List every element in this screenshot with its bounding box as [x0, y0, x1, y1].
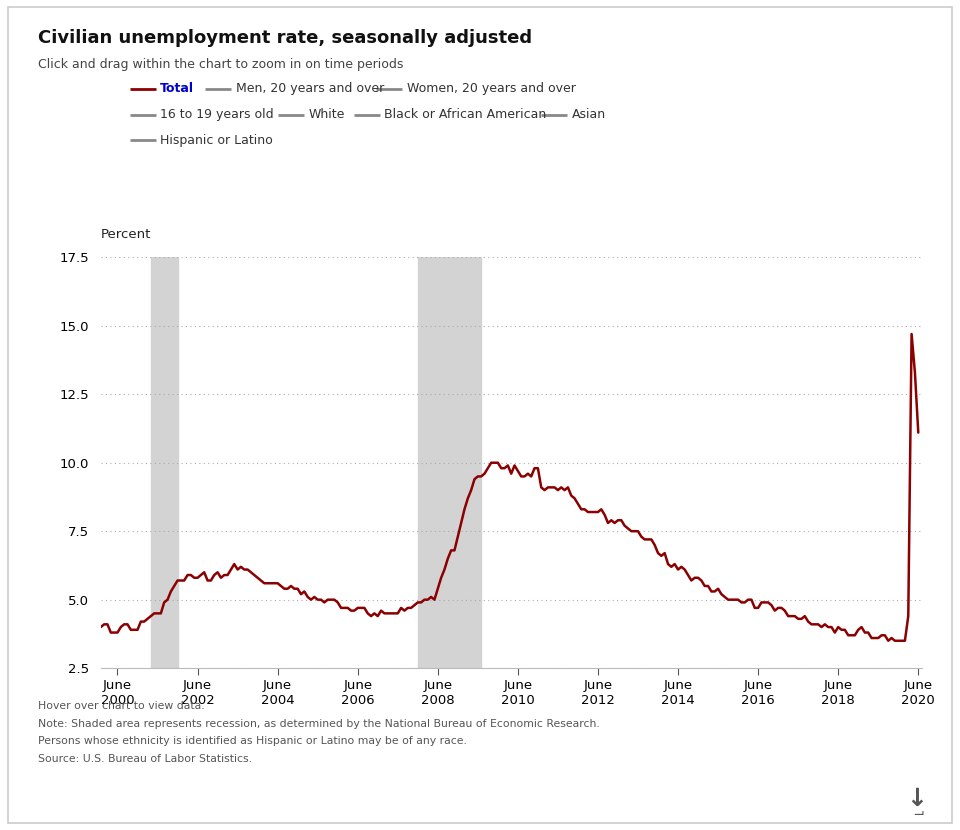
Text: Percent: Percent	[101, 228, 151, 241]
Text: Hispanic or Latino: Hispanic or Latino	[160, 134, 273, 147]
Text: Men, 20 years and over: Men, 20 years and over	[236, 82, 384, 95]
Text: Civilian unemployment rate, seasonally adjusted: Civilian unemployment rate, seasonally a…	[38, 29, 533, 47]
Text: White: White	[308, 108, 345, 121]
Text: Total: Total	[160, 82, 194, 95]
Text: Asian: Asian	[571, 108, 606, 121]
Text: ⌐: ⌐	[911, 805, 923, 818]
Text: 16 to 19 years old: 16 to 19 years old	[160, 108, 274, 121]
Text: Source: U.S. Bureau of Labor Statistics.: Source: U.S. Bureau of Labor Statistics.	[38, 754, 252, 764]
Text: Women, 20 years and over: Women, 20 years and over	[407, 82, 576, 95]
Text: Black or African American: Black or African American	[384, 108, 546, 121]
Text: Hover over chart to view data.: Hover over chart to view data.	[38, 701, 205, 711]
Text: Persons whose ethnicity is identified as Hispanic or Latino may be of any race.: Persons whose ethnicity is identified as…	[38, 736, 468, 746]
Text: Note: Shaded area represents recession, as determined by the National Bureau of : Note: Shaded area represents recession, …	[38, 719, 600, 729]
Text: Click and drag within the chart to zoom in on time periods: Click and drag within the chart to zoom …	[38, 58, 404, 71]
Bar	[418, 257, 481, 668]
Bar	[151, 257, 178, 668]
Text: ↓: ↓	[906, 787, 927, 810]
